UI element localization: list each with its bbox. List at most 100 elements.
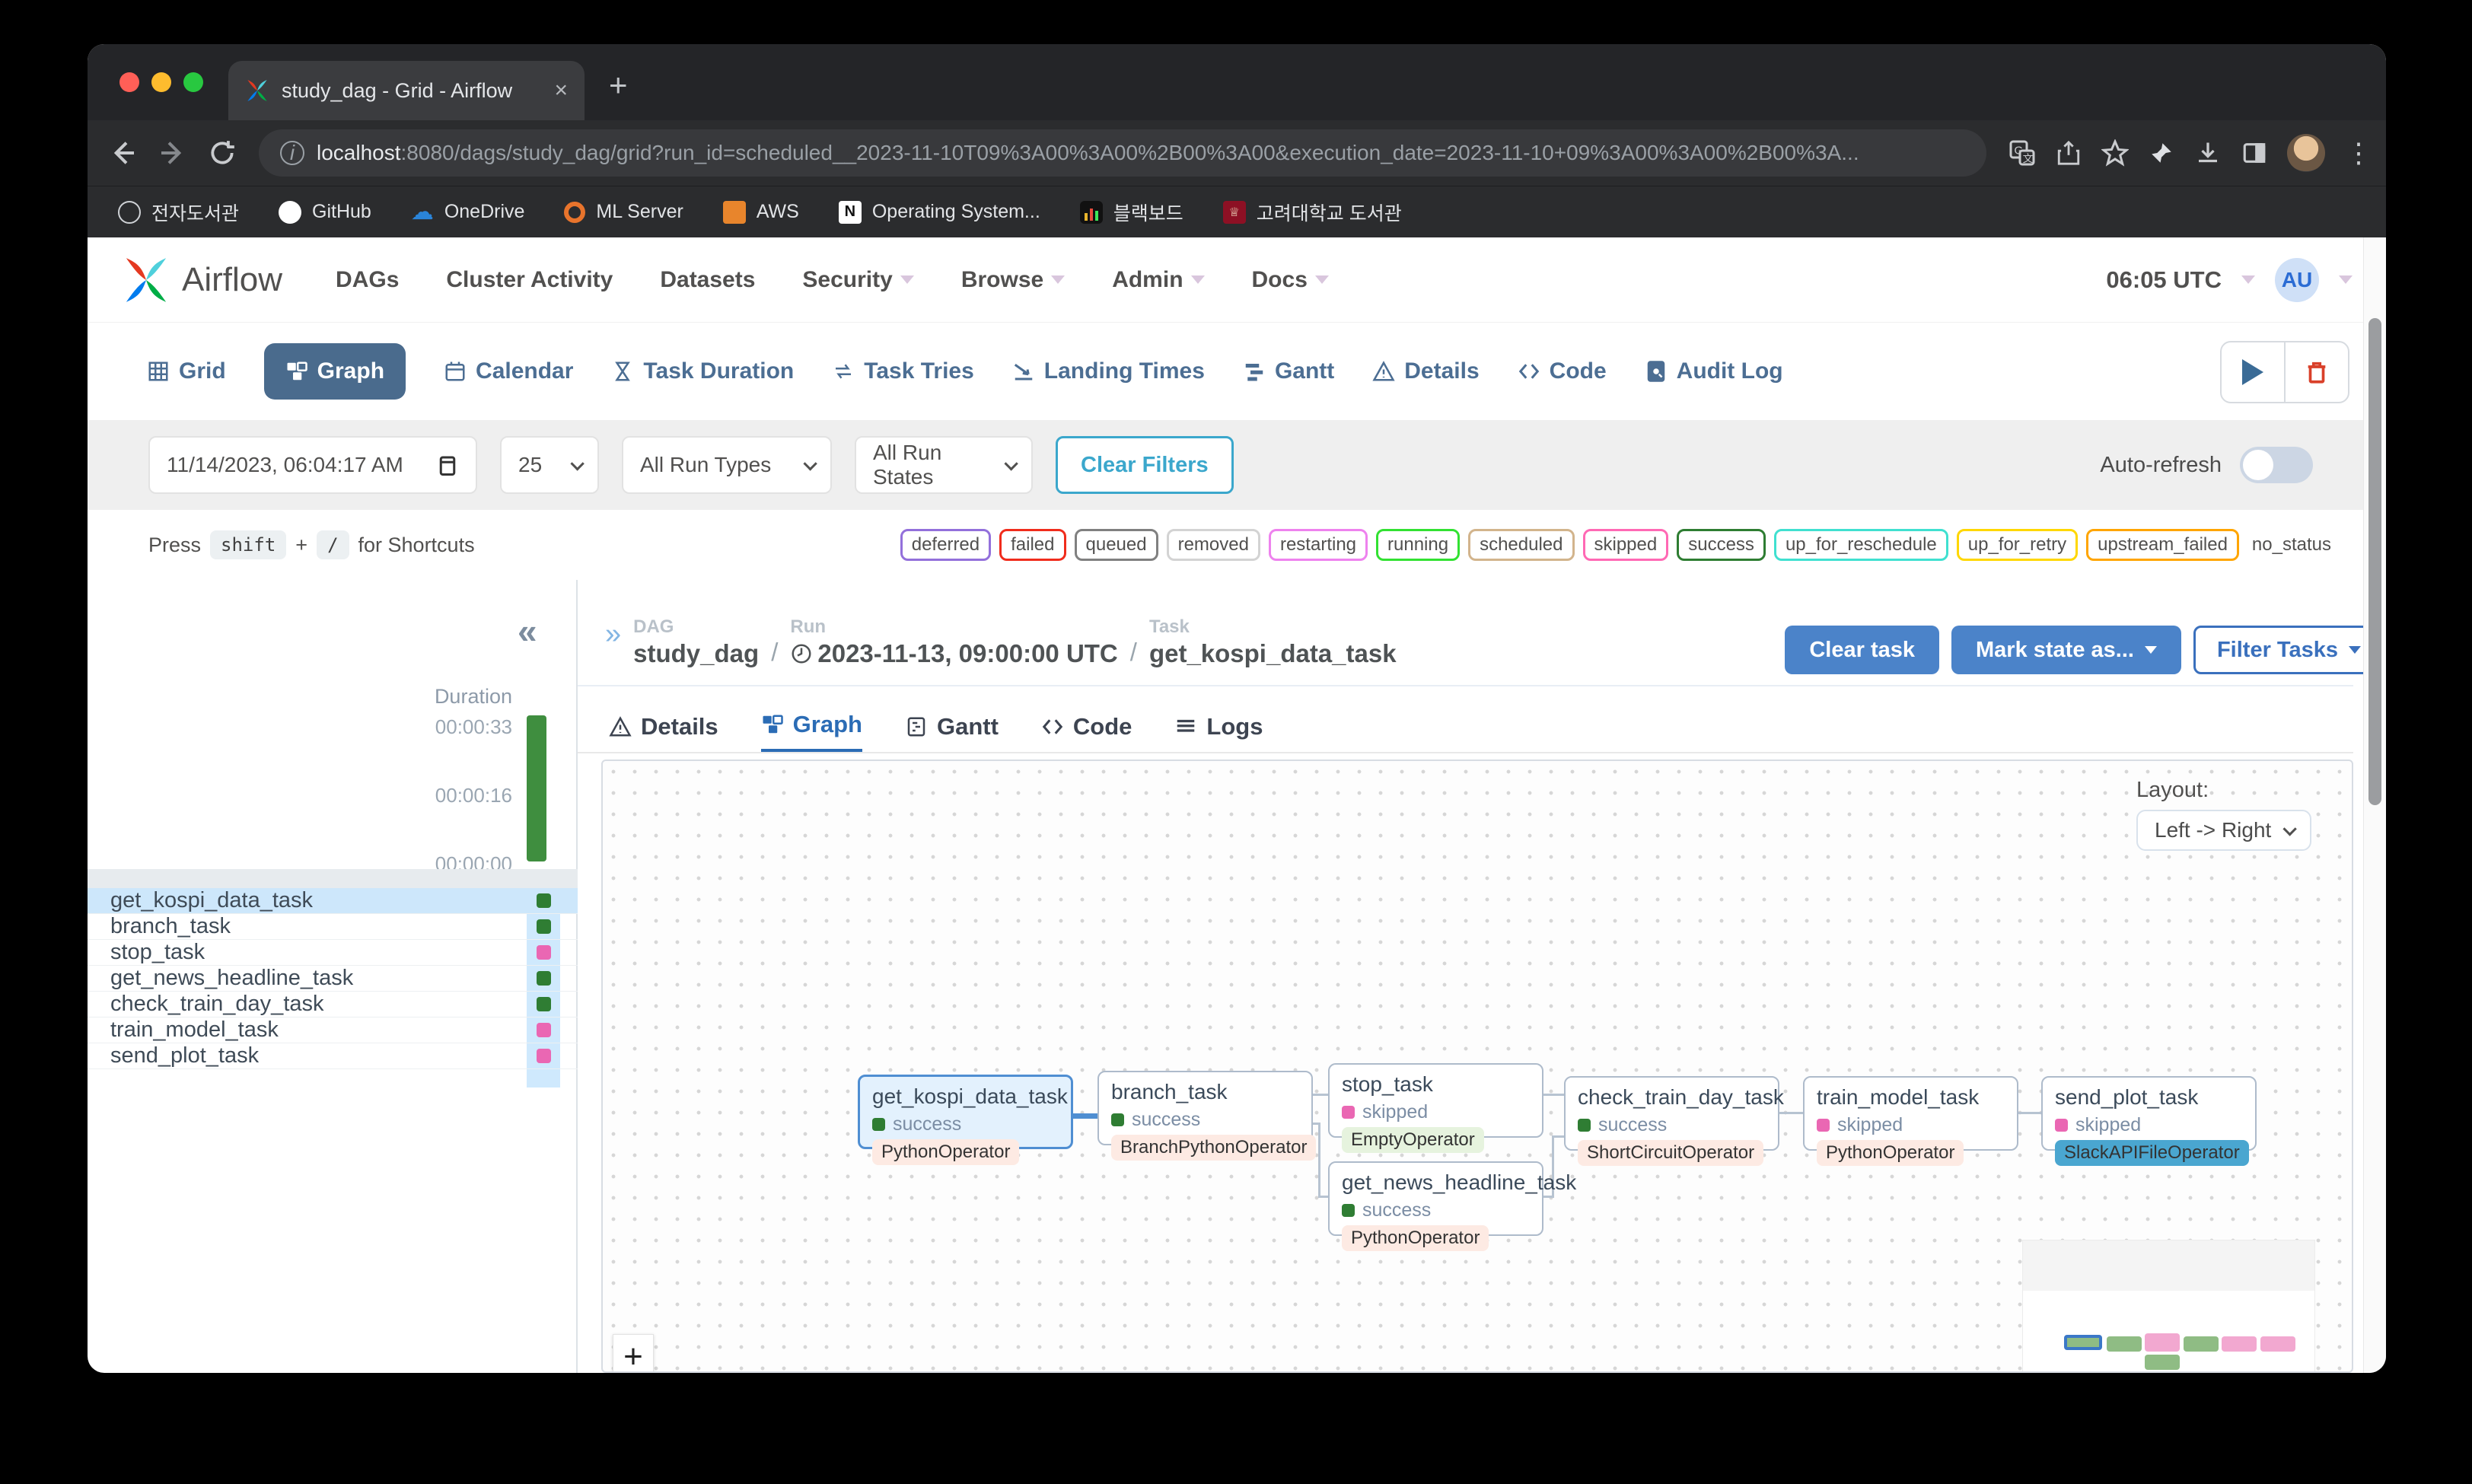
zoom-in-button[interactable]: +: [613, 1334, 654, 1371]
task-value[interactable]: get_kospi_data_task: [1148, 639, 1397, 667]
forward-icon[interactable]: [158, 138, 188, 168]
task-row-send-plot-task[interactable]: send_plot_task: [88, 1043, 578, 1069]
run-value[interactable]: 2023-11-13, 09:00:00 UTC: [790, 639, 1118, 668]
bookmark-item[interactable]: ☁ OneDrive: [410, 199, 525, 225]
task-row-get-kospi-data-task[interactable]: get_kospi_data_task: [88, 888, 578, 914]
graph-minimap[interactable]: [2022, 1240, 2315, 1371]
tab-code[interactable]: Code: [1041, 700, 1132, 753]
new-tab-button[interactable]: +: [609, 67, 628, 103]
tab-calendar[interactable]: Calendar: [444, 358, 573, 384]
task-instance-square[interactable]: [537, 1023, 551, 1037]
tab-task-duration[interactable]: Task Duration: [611, 358, 794, 384]
mark-state-as-button[interactable]: Mark state as...: [1951, 626, 2181, 674]
task-row-train-model-task[interactable]: train_model_task: [88, 1017, 578, 1043]
download-icon[interactable]: [2194, 139, 2222, 167]
legend-queued[interactable]: queued: [1074, 529, 1158, 561]
task-row-stop-task[interactable]: stop_task: [88, 940, 578, 966]
task-row-get-news-headline-task[interactable]: get_news_headline_task: [88, 966, 578, 992]
collapse-sidebar-icon[interactable]: «: [518, 611, 537, 651]
menu-cluster-activity[interactable]: Cluster Activity: [446, 266, 613, 292]
menu-dags[interactable]: DAGs: [336, 266, 400, 292]
tab-task-tries[interactable]: Task Tries: [832, 358, 974, 384]
clear-filters-button[interactable]: Clear Filters: [1056, 436, 1234, 494]
bookmark-star-icon[interactable]: [2101, 139, 2129, 167]
chevron-down-icon[interactable]: [2339, 275, 2353, 284]
task-instance-square[interactable]: [537, 997, 551, 1011]
legend-success[interactable]: success: [1677, 529, 1766, 561]
tab-close-icon[interactable]: ×: [554, 78, 568, 103]
tab-gantt[interactable]: Gantt: [1243, 358, 1334, 384]
menu-datasets[interactable]: Datasets: [660, 266, 756, 292]
menu-docs[interactable]: Docs: [1252, 267, 1329, 293]
page-size-select[interactable]: 25: [500, 436, 599, 494]
graph-node-train-model-task[interactable]: train_model_task skipped PythonOperator: [1803, 1076, 2018, 1166]
legend-up-for-retry[interactable]: up_for_retry: [1956, 529, 2079, 561]
menu-security[interactable]: Security: [802, 267, 914, 293]
url-bar[interactable]: i localhost:8080/dags/study_dag/grid?run…: [259, 129, 1986, 177]
trigger-dag-button[interactable]: [2222, 342, 2286, 402]
tab-logs[interactable]: Logs: [1174, 700, 1263, 753]
bookmark-item[interactable]: 전자도서관: [118, 199, 239, 226]
user-avatar[interactable]: AU: [2275, 257, 2319, 302]
bookmark-item[interactable]: AWS: [722, 200, 799, 224]
legend-deferred[interactable]: deferred: [900, 529, 992, 561]
page-scrollbar[interactable]: [2363, 237, 2386, 1373]
tab-audit-log[interactable]: Audit Log: [1645, 358, 1783, 384]
bookmark-item[interactable]: GitHub: [279, 200, 371, 224]
bookmark-item[interactable]: ML Server: [564, 201, 683, 223]
tab-code[interactable]: Code: [1518, 358, 1607, 384]
run-types-select[interactable]: All Run Types: [622, 436, 832, 494]
filter-tasks-button[interactable]: Filter Tasks: [2193, 626, 2384, 674]
tab-grid[interactable]: Grid: [147, 358, 226, 384]
tab-graph[interactable]: Graph: [760, 700, 862, 753]
minimize-window-button[interactable]: [151, 72, 171, 92]
airflow-brand[interactable]: Airflow: [121, 255, 282, 305]
share-icon[interactable]: [2056, 140, 2082, 166]
extension-pin-icon[interactable]: [2149, 140, 2174, 166]
chevron-down-icon[interactable]: [2241, 275, 2255, 284]
layout-select[interactable]: Left -> Right: [2136, 810, 2311, 851]
close-window-button[interactable]: [119, 72, 139, 92]
legend-removed[interactable]: removed: [1166, 529, 1260, 561]
legend-upstream-failed[interactable]: upstream_failed: [2086, 529, 2239, 561]
graph-node-get-kospi-data-task[interactable]: get_kospi_data_task success PythonOperat…: [858, 1075, 1073, 1165]
legend-restarting[interactable]: restarting: [1268, 529, 1368, 561]
task-instance-square[interactable]: [537, 1049, 551, 1063]
scrollbar-thumb[interactable]: [2368, 318, 2381, 805]
sidebar-toggle-icon[interactable]: [2241, 140, 2267, 166]
browser-tab[interactable]: study_dag - Grid - Airflow ×: [228, 61, 585, 120]
breadcrumb-expand-icon[interactable]: »: [605, 618, 622, 650]
delete-dag-button[interactable]: [2286, 342, 2348, 402]
date-filter-input[interactable]: 11/14/2023, 06:04:17 AM: [148, 436, 477, 494]
task-instance-square[interactable]: [537, 971, 551, 986]
site-info-icon[interactable]: i: [280, 141, 304, 165]
bookmark-item[interactable]: 블랙보드: [1079, 199, 1183, 226]
graph-node-send-plot-task[interactable]: send_plot_task skipped SlackAPIFileOpera…: [2041, 1076, 2257, 1166]
bookmark-item[interactable]: ♕ 고려대학교 도서관: [1222, 199, 1402, 226]
legend-scheduled[interactable]: scheduled: [1468, 529, 1575, 561]
tab-details[interactable]: Details: [609, 700, 718, 753]
task-instance-square[interactable]: [537, 945, 551, 960]
legend-up-for-reschedule[interactable]: up_for_reschedule: [1773, 529, 1948, 561]
tab-graph[interactable]: Graph: [263, 343, 406, 400]
clear-task-button[interactable]: Clear task: [1785, 626, 1939, 674]
run-states-select[interactable]: All Run States: [855, 436, 1033, 494]
legend-skipped[interactable]: skipped: [1582, 529, 1669, 561]
graph-node-get-news-headline-task[interactable]: get_news_headline_task success PythonOpe…: [1328, 1161, 1576, 1251]
task-instance-square[interactable]: [537, 893, 551, 908]
legend-running[interactable]: running: [1376, 529, 1461, 561]
dag-value[interactable]: study_dag: [633, 639, 760, 667]
graph-node-branch-task[interactable]: branch_task success BranchPythonOperator: [1097, 1071, 1317, 1161]
tab-gantt[interactable]: Gantt: [905, 700, 999, 753]
maximize-window-button[interactable]: [183, 72, 203, 92]
graph-canvas[interactable]: Layout: Left -> Right get_kospi_data_tas…: [601, 760, 2353, 1373]
utc-clock[interactable]: 06:05 UTC: [2106, 266, 2222, 293]
reload-icon[interactable]: [208, 139, 237, 167]
profile-avatar[interactable]: [2287, 134, 2325, 172]
bookmark-item[interactable]: N Operating System...: [838, 200, 1040, 224]
menu-kebab-icon[interactable]: ⋮: [2345, 137, 2372, 168]
auto-refresh-toggle[interactable]: [2240, 447, 2313, 483]
task-instance-square[interactable]: [537, 919, 551, 934]
run-duration-bar[interactable]: [527, 715, 546, 861]
